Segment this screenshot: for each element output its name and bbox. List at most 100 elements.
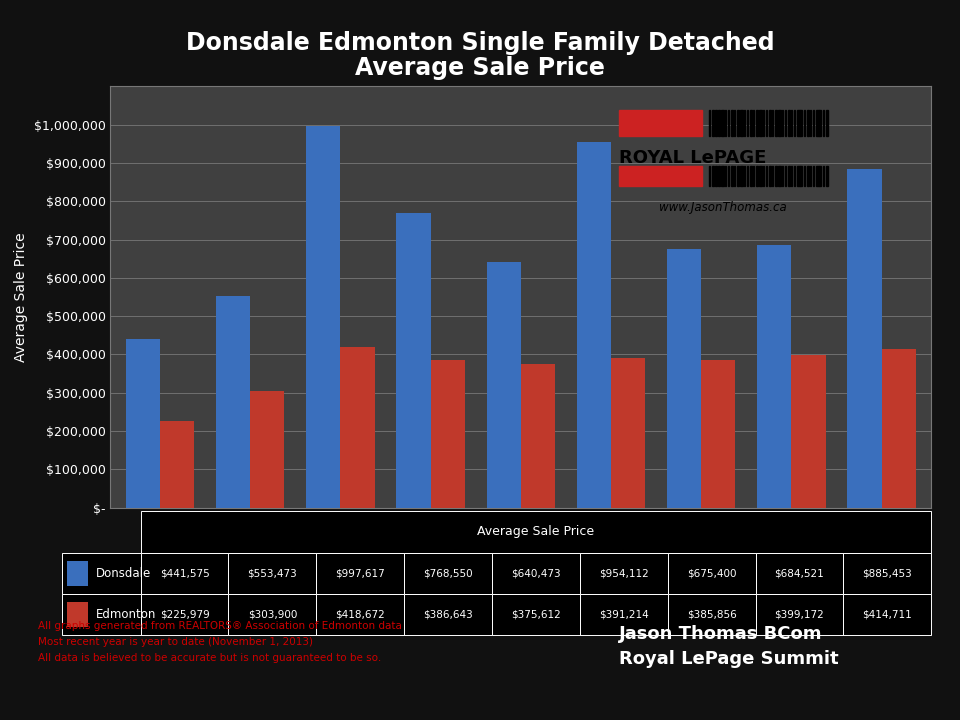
Bar (715, 166, 716, 186)
Bar (160, 421, 194, 508)
Bar (744, 166, 745, 186)
Bar (316, 553, 404, 594)
Bar (731, 110, 733, 136)
Bar (766, 110, 767, 136)
Text: $399,172: $399,172 (775, 610, 825, 620)
Bar (750, 110, 753, 136)
Bar (756, 110, 757, 136)
Bar (140, 553, 228, 594)
Bar (140, 511, 931, 553)
Bar (580, 553, 667, 594)
Text: $954,112: $954,112 (599, 568, 649, 578)
Bar (781, 110, 782, 136)
Text: $675,400: $675,400 (686, 568, 736, 578)
Bar (756, 594, 843, 636)
Bar (316, 594, 404, 636)
Bar (813, 110, 814, 136)
Bar (766, 166, 767, 186)
Text: All data is believed to be accurate but is not guaranteed to be so.: All data is believed to be accurate but … (38, 653, 382, 663)
Bar (126, 338, 160, 508)
Bar (67, 602, 88, 627)
Bar (810, 166, 811, 186)
Bar (492, 553, 580, 594)
Bar (756, 166, 757, 186)
Bar (823, 166, 824, 186)
Text: $391,214: $391,214 (599, 610, 649, 620)
Bar (747, 166, 748, 186)
Bar (718, 110, 720, 136)
Bar (722, 166, 724, 186)
Bar (784, 166, 786, 186)
Bar (823, 110, 824, 136)
Bar (756, 553, 843, 594)
Bar (753, 110, 755, 136)
Bar (667, 249, 701, 508)
Bar (431, 359, 465, 508)
Bar (759, 166, 761, 186)
Bar (404, 553, 492, 594)
Text: Edmonton: Edmonton (95, 608, 156, 621)
Bar (810, 110, 811, 136)
Text: ROYAL LePAGE: ROYAL LePAGE (618, 149, 766, 167)
Bar (762, 166, 764, 186)
Bar (843, 594, 931, 636)
Bar (816, 166, 819, 186)
Bar (791, 166, 792, 186)
Bar (806, 110, 809, 136)
Bar (759, 110, 761, 136)
Bar (708, 110, 710, 136)
Bar (826, 110, 828, 136)
Bar (775, 110, 777, 136)
Bar (722, 110, 724, 136)
Bar (772, 166, 774, 186)
Text: $418,672: $418,672 (335, 610, 385, 620)
Bar (747, 110, 748, 136)
Text: Average Sale Price: Average Sale Price (355, 56, 605, 81)
Bar (667, 553, 756, 594)
Bar (725, 110, 726, 136)
Bar (712, 110, 714, 136)
Text: $768,550: $768,550 (423, 568, 473, 578)
Bar (734, 166, 735, 186)
Bar (788, 166, 790, 186)
Bar (794, 166, 796, 186)
Bar (757, 246, 791, 508)
Bar (737, 166, 738, 186)
Bar (734, 110, 735, 136)
Bar (62, 553, 140, 594)
Bar (396, 213, 431, 508)
Bar (67, 561, 88, 586)
Bar (804, 166, 805, 186)
Bar (820, 110, 821, 136)
Bar (762, 110, 764, 136)
Text: Average Sale Price: Average Sale Price (477, 526, 594, 539)
Bar (740, 166, 743, 186)
Bar (306, 125, 341, 508)
Bar (492, 594, 580, 636)
Bar (404, 594, 492, 636)
Bar (813, 166, 814, 186)
Bar (769, 166, 771, 186)
Bar (744, 110, 745, 136)
Bar (848, 168, 881, 508)
Bar (801, 166, 802, 186)
Bar (769, 110, 771, 136)
Bar (740, 110, 743, 136)
Bar (62, 594, 140, 636)
Text: Donsdale: Donsdale (95, 567, 151, 580)
Text: Most recent year is year to date (November 1, 2013): Most recent year is year to date (Novemb… (38, 637, 313, 647)
Bar (804, 110, 805, 136)
Bar (520, 364, 555, 508)
Bar (779, 166, 780, 186)
Text: $553,473: $553,473 (248, 568, 298, 578)
Bar (779, 110, 780, 136)
Text: www.JasonThomas.ca: www.JasonThomas.ca (659, 201, 786, 215)
Bar (701, 360, 735, 508)
Y-axis label: Average Sale Price: Average Sale Price (14, 232, 28, 362)
Bar (791, 110, 792, 136)
Bar (715, 110, 716, 136)
Bar (667, 594, 756, 636)
Bar (816, 110, 819, 136)
Text: All graphs generated from REALTORS® Association of Edmonton data: All graphs generated from REALTORS® Asso… (38, 621, 402, 631)
Bar (580, 594, 667, 636)
